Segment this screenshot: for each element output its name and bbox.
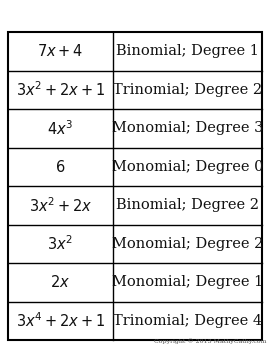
Text: $7x + 4$: $7x + 4$ — [37, 43, 84, 59]
Text: Trinomial; Degree 2: Trinomial; Degree 2 — [113, 83, 262, 97]
Text: Trinomial; Degree 4: Trinomial; Degree 4 — [113, 314, 262, 328]
Text: Monomial; Degree 3: Monomial; Degree 3 — [112, 121, 263, 135]
Text: Binomial; Degree 1: Binomial; Degree 1 — [116, 44, 259, 58]
Bar — [8, 32, 262, 340]
Text: Copyright © 2013 MathyCathy.com: Copyright © 2013 MathyCathy.com — [154, 338, 267, 344]
Text: $4x^3$: $4x^3$ — [47, 119, 74, 138]
Text: Monomial; Degree 2: Monomial; Degree 2 — [112, 237, 263, 251]
Text: Binomial; Degree 2: Binomial; Degree 2 — [116, 198, 259, 212]
Text: $3x^2 + 2x$: $3x^2 + 2x$ — [29, 196, 92, 215]
Text: Monomial; Degree 0: Monomial; Degree 0 — [112, 160, 263, 174]
Text: $3x^2 + 2x + 1$: $3x^2 + 2x + 1$ — [16, 80, 105, 99]
Text: $3x^4 + 2x + 1$: $3x^4 + 2x + 1$ — [16, 312, 105, 330]
Text: $6$: $6$ — [55, 159, 66, 175]
Text: $2x$: $2x$ — [50, 274, 70, 290]
Text: Monomial; Degree 1: Monomial; Degree 1 — [112, 275, 263, 289]
Text: $3x^2$: $3x^2$ — [48, 234, 73, 253]
